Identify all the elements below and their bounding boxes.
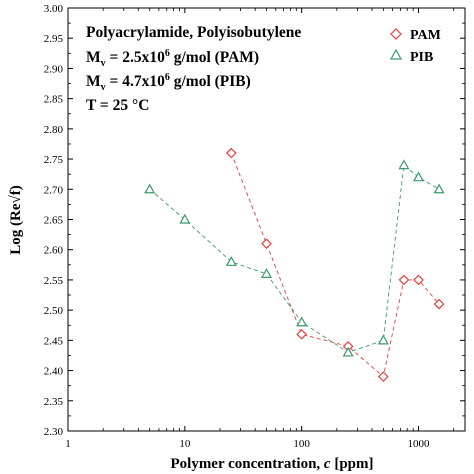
x-tick-label: 10 xyxy=(179,438,191,450)
y-tick-label: 2.75 xyxy=(44,154,64,166)
data-point-pam xyxy=(433,298,445,310)
legend-label-pib: PIB xyxy=(410,50,433,65)
annotation-line-1: Polyacrylamide, Polyisobutylene xyxy=(86,24,301,41)
data-point-pam xyxy=(296,328,308,340)
y-tick-label: 2.55 xyxy=(44,275,64,287)
data-point-pib xyxy=(144,183,156,194)
data-point-pib xyxy=(412,171,425,182)
y-tick-label: 2.70 xyxy=(44,184,64,196)
data-point-pib xyxy=(225,256,237,266)
series-line-pib xyxy=(149,164,440,353)
data-point-pib xyxy=(398,159,410,170)
y-tick-label: 2.80 xyxy=(44,124,64,136)
legend-label-pam: PAM xyxy=(410,28,441,43)
y-tick-label: 2.30 xyxy=(44,426,64,438)
data-point-pam xyxy=(261,238,272,250)
y-tick-label: 2.60 xyxy=(44,245,64,257)
plot-frame xyxy=(67,7,466,432)
data-point-pam xyxy=(225,147,237,159)
y-axis-label: Log (Re√f) xyxy=(8,185,24,254)
data-point-pam xyxy=(413,274,424,286)
x-tick-label: 100 xyxy=(293,438,310,450)
annotation-line-3: Mv = 4.7x106 g/mol (PIB) xyxy=(86,72,251,93)
legend-marker-pam xyxy=(390,28,402,40)
series-line-pam xyxy=(230,152,440,378)
series-lines xyxy=(149,152,440,378)
y-tick-label: 2.65 xyxy=(44,215,64,227)
annotation-line-4: T = 25 °C xyxy=(86,97,149,114)
data-point-pib xyxy=(296,316,308,327)
y-tick-label: 2.35 xyxy=(44,396,64,408)
annotation-line-2: Mv = 2.5x106 g/mol (PAM) xyxy=(86,48,259,69)
data-point-pam xyxy=(377,371,389,382)
data-point-pib xyxy=(433,183,445,194)
x-axis-label: Polymer concentration, c [ppm] xyxy=(170,456,373,472)
y-tick-label: 2.90 xyxy=(44,63,64,75)
y-tick-label: 2.40 xyxy=(44,366,64,378)
legend: PAM PIB xyxy=(389,28,441,65)
data-point-pam xyxy=(398,274,410,286)
legend-marker-pib xyxy=(389,48,403,60)
x-tick-label: 1000 xyxy=(408,438,431,450)
y-tick-label: 3.00 xyxy=(44,3,64,15)
axis-ticks: 2.30 2.35 2.40 2.45 2.50 2.55 2.60 2.65 2.70 2.75… xyxy=(44,3,465,450)
data-point-pib xyxy=(260,268,273,278)
y-tick-label: 2.50 xyxy=(44,305,64,317)
data-point-pib xyxy=(179,213,191,224)
data-point-pib xyxy=(377,334,389,345)
series-points xyxy=(144,147,445,382)
y-tick-label: 2.45 xyxy=(44,335,64,347)
y-tick-label: 2.95 xyxy=(44,33,64,45)
y-tick-label: 2.85 xyxy=(44,94,64,106)
data-point-pib xyxy=(342,346,354,357)
x-tick-label: 1 xyxy=(65,438,71,450)
